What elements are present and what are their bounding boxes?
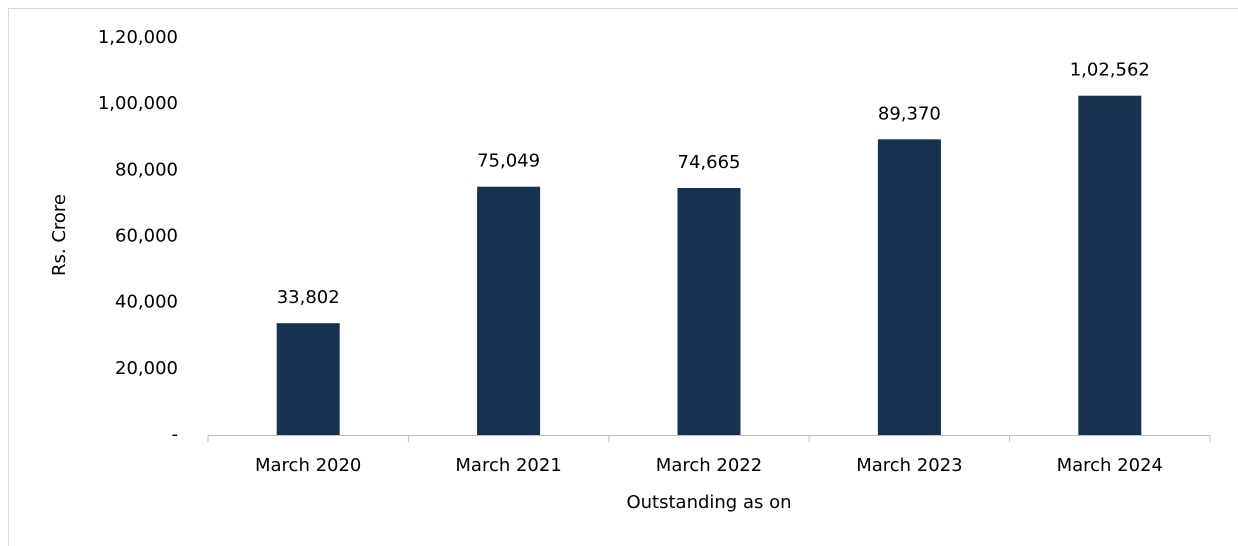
chart-border [8, 8, 1238, 546]
y-axis-label: Rs. Crore [49, 194, 70, 276]
y-tick-label: 80,000 [115, 159, 178, 180]
bar [1078, 95, 1142, 435]
data-label: 75,049 [477, 151, 540, 172]
y-tick-label: 20,000 [115, 358, 178, 379]
y-tick-label: - [172, 424, 179, 445]
x-tick-label: March 2021 [455, 455, 561, 476]
data-label: 1,02,562 [1070, 60, 1150, 81]
data-label: 33,802 [277, 287, 340, 308]
data-label: 89,370 [878, 103, 941, 124]
y-tick-label: 60,000 [115, 226, 178, 247]
x-tick-label: March 2024 [1057, 455, 1163, 476]
bar [477, 186, 541, 435]
x-axis-label: Outstanding as on [626, 492, 791, 513]
y-tick-label: 1,20,000 [98, 27, 178, 48]
y-tick-label: 1,00,000 [98, 93, 178, 114]
bar [677, 187, 741, 435]
data-label: 74,665 [678, 152, 741, 173]
x-tick-label: March 2020 [255, 455, 361, 476]
x-tick-label: March 2022 [656, 455, 762, 476]
bar [877, 139, 941, 436]
y-tick-label: 40,000 [115, 292, 178, 313]
bar [276, 323, 340, 435]
x-tick-label: March 2023 [856, 455, 962, 476]
